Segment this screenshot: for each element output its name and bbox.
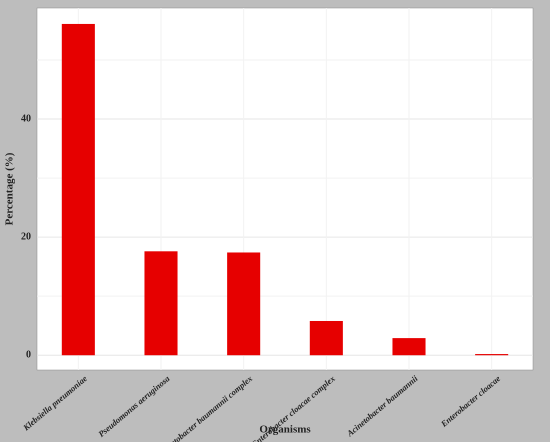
x-axis-title: Organisms	[259, 424, 311, 436]
bar	[61, 23, 95, 356]
y-tick-label: 40	[21, 113, 31, 124]
y-tick-label: 0	[26, 350, 31, 361]
bar	[227, 252, 261, 356]
y-axis-title: Percentage (%)	[4, 152, 16, 225]
plot-panel	[36, 7, 534, 371]
bar	[392, 338, 426, 356]
bar	[475, 354, 509, 356]
y-tick-label: 20	[21, 231, 31, 242]
bar	[144, 251, 178, 356]
bar	[309, 320, 343, 356]
